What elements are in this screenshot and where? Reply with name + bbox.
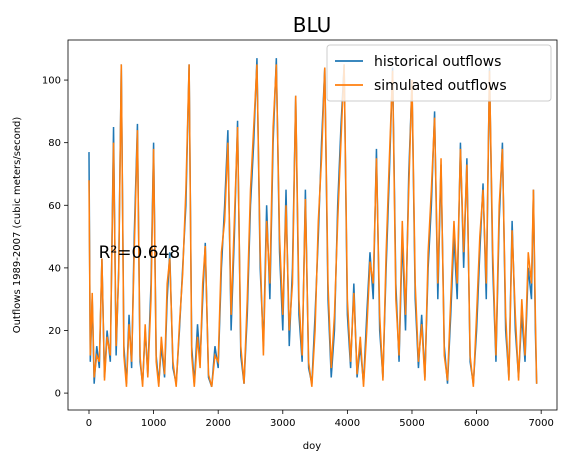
plot-frame [67, 39, 558, 411]
annotation: R²=0.648 [99, 243, 181, 263]
y-tick-label: 20 [48, 326, 61, 337]
x-tick-label: 7000 [528, 418, 553, 429]
x-tick-label: 6000 [464, 418, 489, 429]
x-axis-label: doy [303, 441, 321, 452]
y-tick-label: 100 [42, 76, 61, 87]
y-axis-label: Outflows 1989-2007 (cubic meters/second) [12, 117, 23, 334]
series-line [88, 64, 538, 388]
y-tick-label: 80 [48, 138, 61, 149]
x-tick-label: 5000 [399, 418, 424, 429]
y-tick-label: 0 [55, 389, 61, 400]
x-tick-label: 1000 [141, 418, 166, 429]
legend-label: simulated outflows [374, 78, 507, 94]
x-tick-label: 4000 [335, 418, 360, 429]
x-tick-label: 3000 [270, 418, 295, 429]
legend-label: historical outflows [374, 54, 501, 70]
chart-title: BLU [293, 13, 332, 37]
y-tick-label: 40 [48, 263, 61, 274]
x-tick-label: 2000 [205, 418, 230, 429]
x-tick-label: 0 [86, 418, 92, 429]
legend-box [326, 44, 552, 102]
y-tick-label: 60 [48, 201, 61, 212]
